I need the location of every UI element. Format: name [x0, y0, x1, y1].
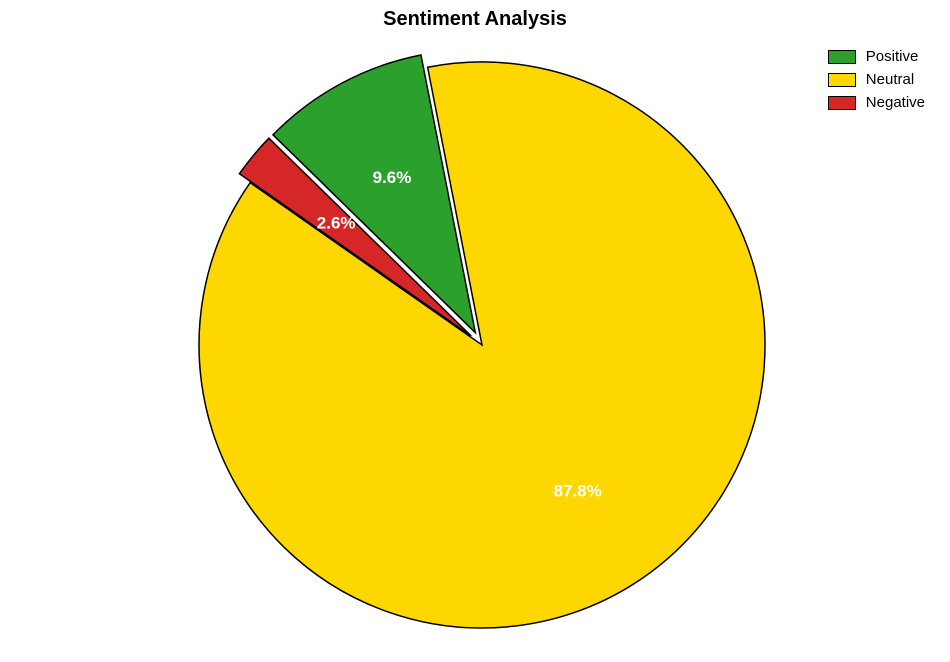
legend-swatch [828, 73, 856, 87]
legend-item: Positive [828, 48, 925, 65]
legend-label: Neutral [866, 71, 914, 88]
slice-label-neutral: 87.8% [554, 482, 602, 501]
legend-label: Positive [866, 48, 919, 65]
legend-item: Negative [828, 94, 925, 111]
slice-label-positive: 9.6% [373, 168, 412, 187]
legend-label: Negative [866, 94, 925, 111]
pie-slice-neutral [199, 62, 765, 628]
sentiment-pie-chart: Sentiment Analysis 2.6%9.6%87.8% Positiv… [0, 0, 950, 662]
legend-swatch [828, 50, 856, 64]
legend-swatch [828, 96, 856, 110]
pie-svg: 2.6% 9.6% 87.8% [0, 0, 950, 662]
chart-legend: Positive Neutral Negative [828, 48, 925, 117]
slice-label-negative: 2.6% [317, 214, 356, 233]
legend-item: Neutral [828, 71, 925, 88]
